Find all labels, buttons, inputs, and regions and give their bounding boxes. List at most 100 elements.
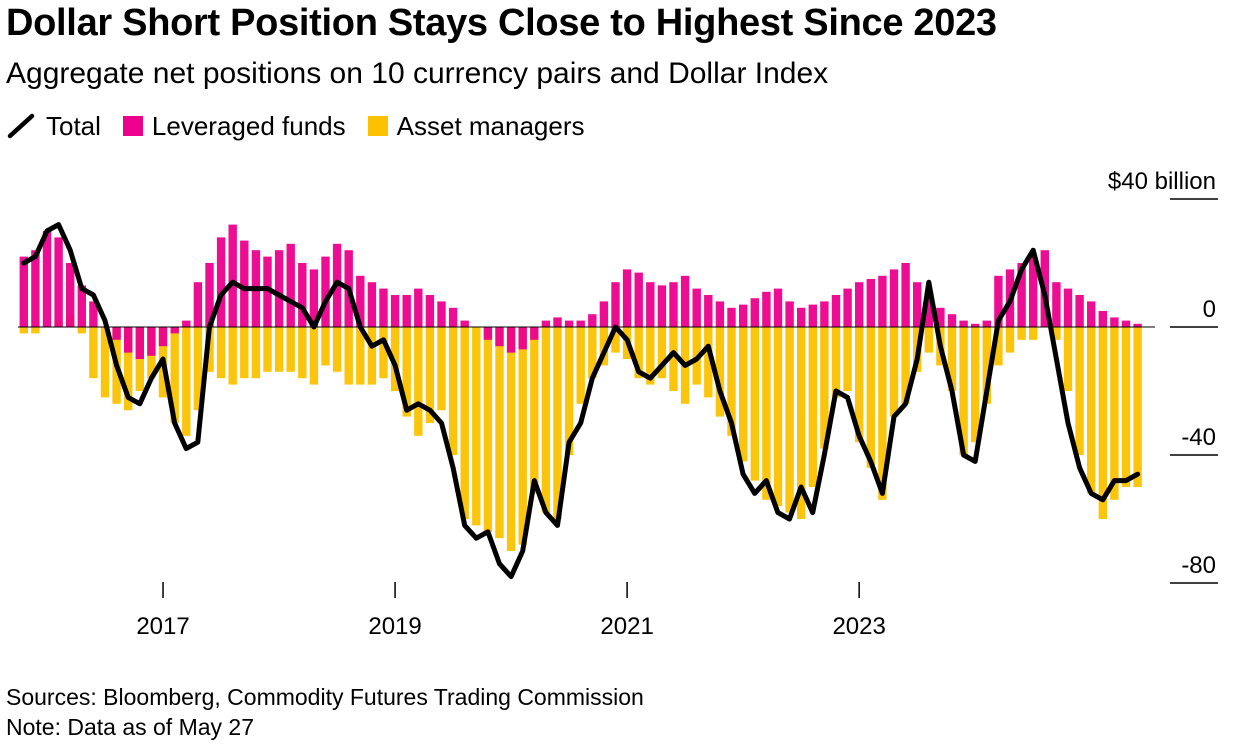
bar-leveraged-funds [785,301,794,327]
bar-leveraged-funds [622,269,632,327]
bar-leveraged-funds [518,327,527,350]
bar-leveraged-funds [889,269,899,327]
bar-leveraged-funds [1110,317,1119,327]
bar-leveraged-funds [66,263,75,327]
bar-asset-managers [367,327,377,385]
bar-asset-managers [89,327,98,379]
bar-asset-managers [971,327,980,443]
bar-asset-managers [1121,327,1131,487]
bar-leveraged-funds [739,304,748,327]
bar-leveraged-funds [240,240,249,327]
bar-leveraged-funds [994,275,1003,327]
x-tick-label: 2021 [600,613,653,640]
bar-asset-managers [1075,327,1084,455]
bar-leveraged-funds [831,295,841,327]
bar-leveraged-funds [193,282,203,327]
y-tick-label: -80 [1181,552,1216,579]
y-tick-label: 0 [1203,296,1216,323]
bar-asset-managers [564,327,574,455]
bar-asset-managers [576,327,585,404]
legend-item-asset-managers: Asset managers [367,110,585,142]
bar-leveraged-funds [77,285,86,327]
bar-leveraged-funds [437,301,446,327]
bar-asset-managers [831,327,841,398]
legend-swatch-asset-managers [367,116,388,136]
bar-leveraged-funds [1075,295,1084,327]
legend-label-total: Total [46,110,101,141]
bar-asset-managers [518,327,527,545]
x-tick-label: 2023 [832,613,885,640]
bar-asset-managers [739,327,748,462]
bar-asset-managers [228,327,237,385]
bar-asset-managers [1052,327,1061,340]
bar-leveraged-funds [158,327,168,347]
bar-leveraged-funds [982,320,991,327]
bar-leveraged-funds [1063,288,1073,327]
bar-leveraged-funds [971,323,980,327]
bar-leveraged-funds [54,237,63,327]
x-tick-label: 2019 [368,613,421,640]
bar-leveraged-funds [855,282,864,327]
bar-asset-managers [379,327,388,379]
y-tick-label: $40 billion [1108,168,1216,195]
bar-leveraged-funds [657,285,667,327]
bar-leveraged-funds [762,291,771,327]
bar-leveraged-funds [599,301,609,327]
bar-asset-managers [100,327,110,398]
line-total [21,222,1141,580]
bar-leveraged-funds [913,282,922,327]
bar-leveraged-funds [843,288,852,327]
bar-asset-managers [727,327,736,436]
bar-asset-managers [309,327,319,385]
bar-leveraged-funds [692,288,701,327]
bar-asset-managers [390,327,400,391]
bar-leveraged-funds [216,237,226,327]
bar-leveraged-funds [112,327,121,340]
bar-leveraged-funds [808,304,817,327]
bar-leveraged-funds [402,295,411,327]
bar-leveraged-funds [1017,263,1026,327]
bar-asset-managers [669,327,678,391]
bar-asset-managers [878,327,887,500]
bar-asset-managers [1005,327,1015,353]
bar-leveraged-funds [147,327,156,356]
bar-asset-managers [263,327,272,372]
bar-asset-managers [773,327,783,507]
bar-asset-managers [1029,327,1038,340]
bar-asset-managers [715,327,725,417]
bar-asset-managers [182,327,191,436]
bar-leveraged-funds [1087,301,1096,327]
bar-asset-managers [298,327,307,379]
bar-asset-managers [982,327,991,404]
bar-asset-managers [750,327,759,481]
bar-leveraged-funds [634,272,643,327]
bar-asset-managers [31,327,40,334]
bar-asset-managers [460,327,469,519]
bar-asset-managers [216,327,226,379]
bar-leveraged-funds [379,288,388,327]
bar-asset-managers [785,327,794,513]
bar-leveraged-funds [646,282,655,327]
bar-asset-managers [425,327,435,423]
bar-leveraged-funds [89,301,98,327]
legend-line-icon [7,113,35,139]
bar-asset-managers [448,327,458,455]
bar-asset-managers [170,327,179,423]
bar-asset-managers [797,327,806,519]
bar-leveraged-funds [205,263,214,327]
bar-asset-managers [332,327,342,372]
bar-asset-managers [634,327,643,379]
bar-leveraged-funds [182,320,191,327]
bar-asset-managers [437,327,446,411]
bar-asset-managers [1110,327,1119,500]
bar-leveraged-funds [1052,282,1061,327]
bar-leveraged-funds [680,275,690,327]
bar-asset-managers [321,327,330,366]
bar-leveraged-funds [124,327,133,353]
bar-leveraged-funds [448,307,458,327]
bar-leveraged-funds [773,288,783,327]
bar-leveraged-funds [750,298,759,327]
bar-asset-managers [1098,327,1107,519]
legend-label-asset-managers: Asset managers [396,110,585,141]
bar-asset-managers [251,327,261,379]
